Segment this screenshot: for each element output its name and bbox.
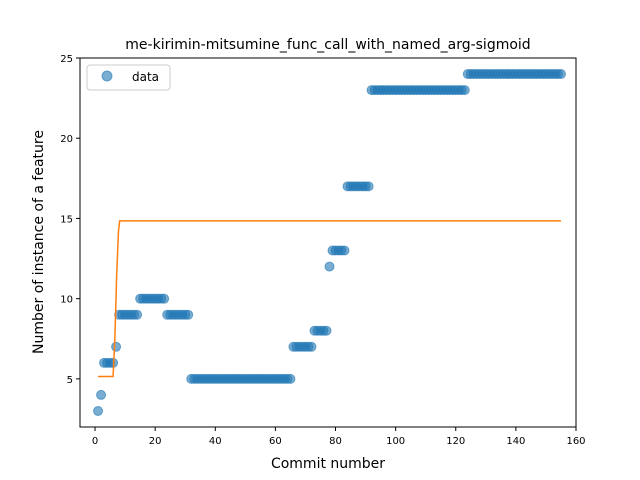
plot-frame: [79, 57, 577, 428]
data-point: [183, 309, 194, 320]
data-point: [132, 309, 143, 320]
data-point: [555, 69, 566, 80]
x-tick-label: 100: [386, 436, 405, 447]
x-tick-label: 60: [269, 436, 282, 447]
fit-line-group: [98, 220, 561, 378]
legend-marker-data: [101, 70, 113, 82]
y-axis: 5 10 15 20 25: [60, 54, 80, 386]
y-tick-label: 25: [60, 54, 73, 65]
data-point: [93, 405, 104, 416]
data-point: [339, 245, 350, 256]
y-tick-label: 5: [67, 375, 73, 386]
y-tick-label: 15: [60, 214, 73, 225]
plot-area: [80, 58, 576, 427]
x-tick-label: 160: [566, 436, 585, 447]
fit-line: [98, 220, 561, 378]
y-tick-label: 10: [60, 295, 73, 306]
chart-title: me-kirimin-mitsumine_func_call_with_name…: [125, 37, 530, 53]
data-point: [459, 85, 470, 96]
data-marks: [93, 69, 566, 416]
x-tick-label: 120: [446, 436, 465, 447]
data-point: [306, 341, 317, 352]
data-point: [363, 181, 374, 192]
x-axis: 0 20 40 60 80 100 120 140 160: [92, 427, 586, 447]
legend-label-data: data: [132, 70, 159, 84]
data-point: [96, 389, 107, 400]
y-tick-label: 20: [60, 134, 73, 145]
x-tick-label: 40: [209, 436, 222, 447]
data-point: [324, 261, 335, 272]
legend: data: [86, 64, 171, 91]
x-tick-label: 140: [506, 436, 525, 447]
x-tick-label: 80: [329, 436, 342, 447]
data-point: [111, 341, 122, 352]
x-axis-label: Commit number: [271, 456, 385, 472]
y-axis-label: Number of instance of a feature: [31, 130, 47, 354]
data-point: [159, 293, 170, 304]
data-point: [321, 325, 332, 336]
x-tick-label: 20: [149, 436, 162, 447]
x-tick-label: 0: [92, 436, 98, 447]
data-point: [285, 373, 296, 384]
